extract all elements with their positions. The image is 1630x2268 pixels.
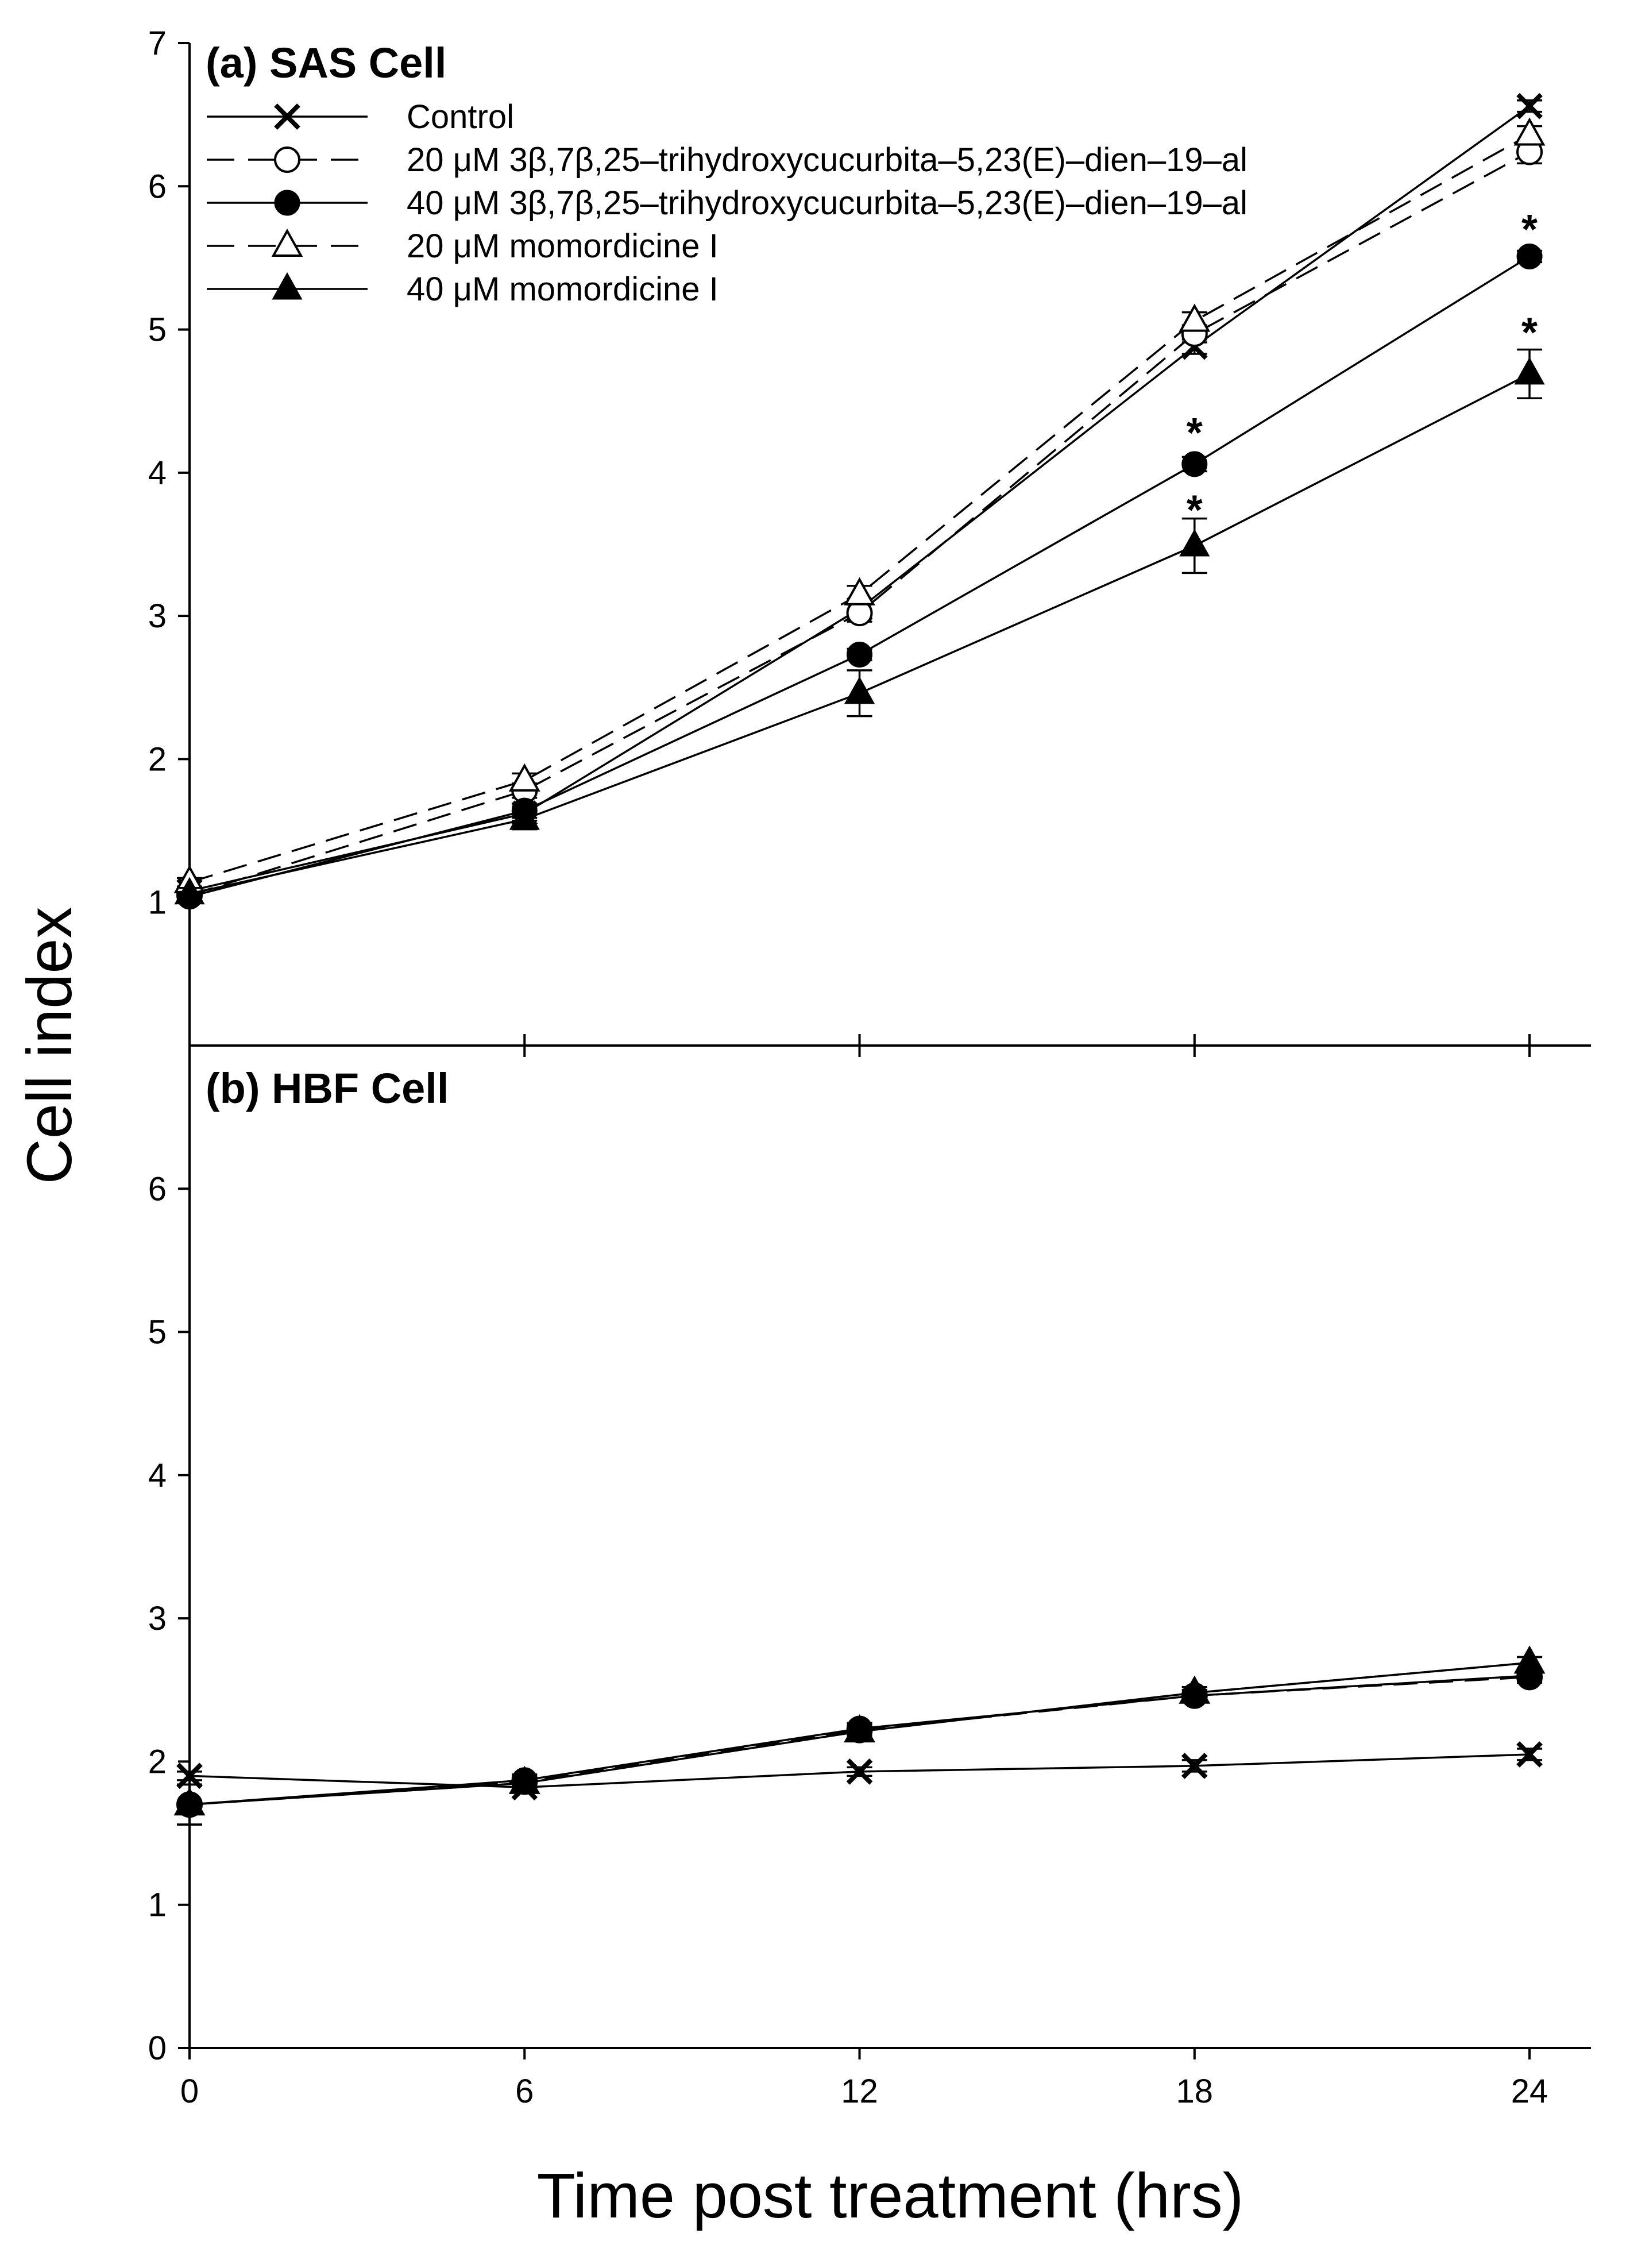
significance-star: * [1521,207,1538,253]
y-axis-title: Cell index [14,907,85,1184]
panel-b [178,1046,1591,2059]
significance-star: * [1187,488,1203,534]
x-tick-label: 12 [841,2073,878,2110]
y-tick-label: 5 [148,311,167,349]
series-line [189,255,1530,898]
data-point [508,763,540,792]
series-line [189,151,1530,896]
data-point [1181,451,1208,477]
data-point [844,577,875,605]
x-tick-label: 18 [1176,2073,1214,2110]
legend-item-control: Control [207,98,514,136]
y-tick-label: 6 [148,1170,167,1208]
data-point [1516,243,1543,269]
panel-title: (a) SAS Cell [206,39,446,87]
series-line [189,105,1531,892]
legend-label: Control [407,98,514,136]
series-c40 [176,1663,1543,1826]
data-point [1514,1646,1545,1673]
data-point [846,1758,873,1785]
significance-star: * [1187,410,1203,456]
legend-marker [274,146,300,173]
legend-label: 40 μM 3β,7β,25–trihydroxycucurbita–5,23(… [407,184,1247,222]
legend-label: 40 μM momordicine I [407,271,719,308]
axes-frame [178,42,1591,2059]
series-line [189,373,1530,895]
series-line [189,134,1530,884]
legend: Control 20 μM 3β,7β,25–trihydroxycucurbit… [207,98,1247,308]
data-point [1179,529,1210,557]
series-control [176,1741,1543,1801]
data-point [1516,92,1543,119]
y-tick-label: 2 [148,1743,167,1780]
series-m40 [174,348,1545,905]
y-tick-label: 0 [148,2030,167,2067]
series-c20 [176,138,1543,909]
series-m20 [173,117,1546,893]
legend-marker [274,190,300,216]
x-tick-label: 24 [1511,2073,1548,2110]
y-tick-label: 3 [148,597,167,635]
data-point [1179,1676,1210,1704]
data-point [174,877,205,905]
series-c40 [176,243,1543,910]
significance-star: * [1521,310,1538,356]
legend-label: 20 μM 3β,7β,25–trihydroxycucurbita–5,23(… [407,141,1247,179]
x-tick-label: 0 [180,2073,199,2110]
legend-item-c20: 20 μM 3β,7β,25–trihydroxycucurbita–5,23(… [207,141,1247,179]
y-tick-label: 6 [148,168,167,205]
data-point [509,1766,540,1794]
legend-marker [274,103,300,130]
data-point [509,803,540,830]
y-tick-label: 7 [148,25,167,62]
y-tick-label: 1 [148,884,167,921]
y-tick-label: 3 [148,1600,167,1637]
y-tick-label: 5 [148,1314,167,1351]
data-point [1513,117,1546,146]
legend-item-c40: 40 μM 3β,7β,25–trihydroxycucurbita–5,23(… [207,184,1247,222]
x-axis-title: Time post treatment (hrs) [537,2161,1244,2231]
data-point [844,1715,875,1742]
legend-label: 20 μM momordicine I [407,227,719,265]
data-point [844,676,875,704]
y-tick-label: 4 [148,454,167,492]
data-point [1514,357,1545,385]
legend-item-m40: 40 μM momordicine I [207,271,719,308]
data-point [847,641,873,668]
data-point [1181,1753,1208,1779]
data-point [1516,1741,1543,1768]
y-tick-label: 2 [148,740,167,778]
series-m40 [174,1646,1545,1826]
x-tick-label: 6 [515,2073,534,2110]
legend-marker [272,272,303,300]
series-c20 [176,1664,1543,1826]
data-point [1179,303,1211,332]
y-tick-label: 1 [148,1887,167,1924]
series-layer [173,92,1546,1826]
data-point [174,1788,205,1815]
y-tick-label: 4 [148,1457,167,1494]
legend-marker [271,228,303,257]
panel-title: (b) HBF Cell [206,1064,449,1112]
legend-item-m20: 20 μM momordicine I [207,227,719,265]
